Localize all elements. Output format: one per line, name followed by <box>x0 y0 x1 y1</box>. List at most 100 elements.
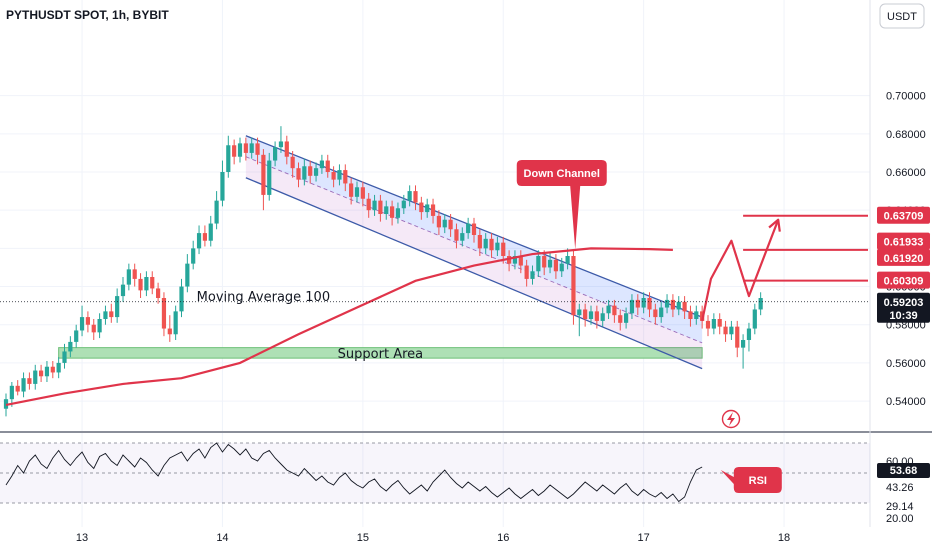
candle <box>378 194 383 222</box>
price-tag-box <box>877 248 930 266</box>
candle <box>688 305 693 327</box>
candle <box>448 214 453 237</box>
price-tag: 0.60309 <box>877 271 930 289</box>
candle <box>407 185 412 207</box>
candle-body <box>179 286 184 312</box>
candle-body <box>68 341 73 352</box>
candle <box>290 151 295 178</box>
candles <box>3 126 763 417</box>
rsi-axis-label: 29.14 <box>886 501 914 513</box>
candle <box>261 149 266 211</box>
candle <box>325 154 330 178</box>
rsi-axis-label: 20.00 <box>886 513 914 525</box>
candle <box>653 303 658 325</box>
channel-lower-line <box>245 177 703 370</box>
currency-button[interactable] <box>879 3 925 29</box>
time-axis[interactable]: 13 14 15 16 17 18 <box>76 532 790 544</box>
candle <box>507 250 512 272</box>
candle-body <box>255 143 260 155</box>
rsi-line <box>5 442 703 503</box>
candle-body <box>21 378 26 392</box>
candle <box>68 336 73 358</box>
candle-body <box>138 278 143 291</box>
candle <box>454 223 459 249</box>
candle <box>600 307 605 327</box>
candle <box>694 305 699 325</box>
x-tick-label: 14 <box>216 532 228 544</box>
candle-body <box>717 319 722 327</box>
candle <box>331 166 336 188</box>
candle <box>120 277 126 302</box>
candle-body <box>249 143 254 153</box>
candle-body <box>752 309 757 329</box>
price-tag: 0.61933 <box>877 232 930 250</box>
candle-body <box>120 284 126 297</box>
candle <box>44 361 50 382</box>
candle-body <box>56 362 61 373</box>
chart-title: PYTHUSDT SPOT, 1h, BYBIT <box>6 8 169 22</box>
y-tick-label: 0.54000 <box>886 396 926 408</box>
candle-body <box>559 263 564 272</box>
candle <box>255 137 260 165</box>
candle <box>39 364 44 382</box>
candle <box>495 236 500 256</box>
candle-body <box>647 298 652 310</box>
candle <box>664 294 670 314</box>
candle <box>167 315 172 342</box>
rsi-axis-label: 43.26 <box>886 482 914 494</box>
candle <box>401 194 406 214</box>
price-tag: 0.61920 <box>877 248 930 266</box>
lightning-icon[interactable] <box>721 409 741 429</box>
candle-body <box>220 172 225 201</box>
price-tag-label: 0.61920 <box>884 253 924 265</box>
candle-body <box>354 187 360 197</box>
candle-body <box>237 143 243 157</box>
candle <box>91 319 96 340</box>
candle <box>103 305 108 325</box>
candle <box>512 250 518 270</box>
candle <box>612 299 617 323</box>
candle <box>477 229 482 256</box>
candle-body <box>167 328 172 335</box>
candle-body <box>103 311 108 319</box>
candle-body <box>126 269 131 285</box>
candle-body <box>232 145 237 157</box>
candle <box>547 252 553 274</box>
down-channel-callout: Down Channel <box>516 159 607 250</box>
candle-body <box>337 170 342 180</box>
candle <box>723 320 728 342</box>
candle <box>208 215 213 247</box>
candle <box>267 152 272 201</box>
rsi-current-tag: 53.68 <box>877 463 930 478</box>
candle <box>565 248 570 270</box>
candle-body <box>694 311 699 319</box>
candle <box>752 303 757 335</box>
candle-body <box>454 229 459 241</box>
grid <box>0 0 870 527</box>
candle-body <box>518 256 523 266</box>
candle <box>618 309 623 331</box>
candle <box>729 320 734 340</box>
candle <box>284 135 289 165</box>
candle-body <box>618 315 623 323</box>
candle-body <box>378 200 383 214</box>
candle <box>191 240 196 270</box>
rsi-bubble <box>720 467 782 493</box>
candle <box>313 162 319 182</box>
candle <box>647 292 652 318</box>
candle-body <box>512 256 518 264</box>
candle <box>115 288 120 323</box>
candle-body <box>62 351 67 363</box>
candle <box>676 296 681 316</box>
rsi-current-label: 53.68 <box>890 465 918 477</box>
candle <box>220 160 225 207</box>
candle <box>372 194 377 216</box>
candle <box>577 303 582 337</box>
candle-body <box>588 311 594 319</box>
candle-body <box>653 309 658 318</box>
y-tick-label: 0.66000 <box>886 167 926 179</box>
candle-body <box>430 204 436 216</box>
candle-body <box>477 235 482 249</box>
candle <box>185 254 190 293</box>
